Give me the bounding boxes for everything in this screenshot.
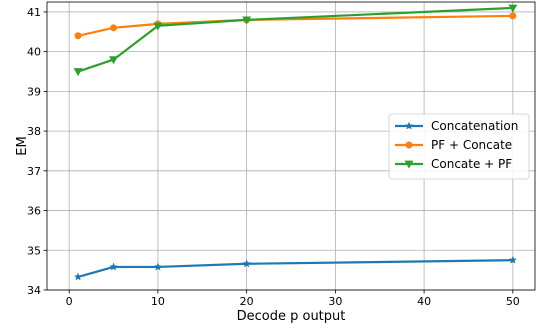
data-point bbox=[111, 25, 117, 31]
series-concate-pf bbox=[74, 5, 516, 75]
x-axis-label: Decode p output bbox=[237, 309, 346, 324]
legend-label: Concate + PF bbox=[431, 157, 512, 171]
legend-marker bbox=[406, 142, 412, 148]
x-tick-label: 10 bbox=[151, 295, 165, 308]
y-tick-label: 36 bbox=[27, 205, 41, 218]
data-point bbox=[74, 273, 81, 280]
legend-label: PF + Concate bbox=[431, 138, 512, 152]
y-tick-label: 38 bbox=[27, 125, 41, 138]
data-point bbox=[74, 69, 81, 75]
x-tick-label: 20 bbox=[240, 295, 254, 308]
series-line bbox=[78, 16, 513, 36]
legend-label: Concatenation bbox=[431, 119, 518, 133]
x-tick-label: 0 bbox=[66, 295, 73, 308]
y-tick-label: 35 bbox=[27, 244, 41, 257]
data-point bbox=[110, 263, 117, 270]
y-tick-label: 41 bbox=[27, 6, 41, 19]
y-tick-label: 40 bbox=[27, 46, 41, 59]
y-axis-label: EM bbox=[15, 136, 30, 155]
y-tick-label: 34 bbox=[27, 284, 41, 297]
x-tick-label: 30 bbox=[328, 295, 342, 308]
x-tick-label: 50 bbox=[506, 295, 520, 308]
series-concatenation bbox=[74, 256, 516, 280]
y-tick-label: 37 bbox=[27, 165, 41, 178]
legend: Concatenation PF + Concate Concate + PF bbox=[389, 114, 529, 179]
x-tick-label: 40 bbox=[417, 295, 431, 308]
data-point bbox=[510, 13, 516, 19]
y-tick-label: 39 bbox=[27, 85, 41, 98]
data-point bbox=[75, 33, 81, 39]
series-line bbox=[78, 260, 513, 277]
